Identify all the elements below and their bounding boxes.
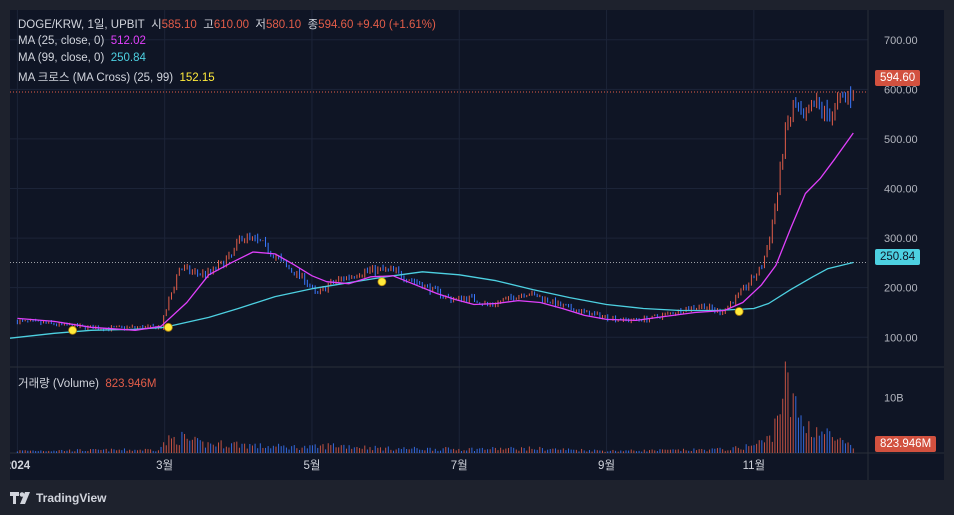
y-tick-label: 700.00 [884, 35, 918, 47]
close-value: 594.60 [318, 19, 354, 31]
y-tick-label: 100.00 [884, 332, 918, 344]
candles [16, 86, 854, 332]
open-value: 585.10 [161, 19, 197, 31]
y-tick-label: 400.00 [884, 184, 918, 196]
x-tick-label: 3월 [156, 459, 173, 472]
volume-legend-value: 823.946M [105, 378, 157, 390]
ma99-value: 250.84 [110, 52, 146, 64]
y-tick-label: 200.00 [884, 283, 918, 295]
x-tick-label: 11월 [743, 459, 766, 472]
y-tick-label: 600.00 [884, 84, 918, 96]
x-tick-label: 5월 [303, 459, 320, 472]
chart-frame: 700.00 600.00 500.00 400.00 300.00 200.00 100.… [10, 10, 944, 480]
ma-cross-marker [377, 277, 387, 287]
tradingview-logo-icon [10, 492, 30, 504]
low-value: 580.10 [266, 19, 302, 31]
ma99-label: MA (99, close, 0) [18, 52, 105, 64]
ma-cross-value: 152.15 [179, 72, 215, 84]
ma25-label: MA (25, close, 0) [18, 35, 105, 47]
high-label: 고 [203, 19, 214, 31]
ma25-line [17, 132, 854, 331]
ma25-value: 512.02 [110, 35, 146, 47]
ma99-line [10, 261, 854, 339]
x-tick-label: 7월 [451, 459, 468, 472]
change-value: +9.40 (+1.61%) [356, 19, 436, 31]
open-label: 시 [151, 19, 162, 31]
ma25-legend[interactable]: MA (25, close, 0) 512.02 [18, 35, 146, 47]
tradingview-brand[interactable]: TradingView [36, 491, 107, 505]
x-tick-label: 9월 [598, 459, 615, 472]
x-tick-label: 2024 [10, 460, 31, 472]
high-value: 610.00 [213, 19, 250, 31]
volume-tick-label: 10B [884, 392, 904, 404]
ma99-price-tag: 250.84 [875, 249, 921, 265]
ma-cross-marker [163, 322, 173, 332]
y-tick-label: 300.00 [884, 233, 918, 245]
close-label: 종 [307, 19, 319, 31]
y-tick-label: 500.00 [884, 134, 918, 146]
ma-cross-label: MA 크로스 (MA Cross) (25, 99) [18, 72, 174, 84]
last-price-tag: 594.60 [875, 70, 921, 86]
volume-legend[interactable]: 거래량 (Volume) 823.946M [18, 375, 157, 391]
symbol-title: DOGE/KRW, 1일, UPBIT [18, 19, 145, 31]
symbol-header: DOGE/KRW, 1일, UPBIT 시585.10 고610.00 저580… [18, 16, 436, 32]
volume-tag: 823.946M [875, 436, 937, 452]
price-chart[interactable]: 700.00 600.00 500.00 400.00 300.00 200.00 100.… [10, 10, 944, 480]
footer: TradingView [10, 488, 106, 508]
volume-bars [16, 361, 854, 453]
ma-cross-marker [68, 325, 78, 335]
ma99-legend[interactable]: MA (99, close, 0) 250.84 [18, 52, 146, 64]
low-label: 저 [255, 19, 266, 31]
volume-label: 거래량 (Volume) [18, 378, 99, 390]
ma-cross-legend[interactable]: MA 크로스 (MA Cross) (25, 99) 152.15 [18, 69, 215, 85]
ma-cross-marker [734, 307, 744, 316]
